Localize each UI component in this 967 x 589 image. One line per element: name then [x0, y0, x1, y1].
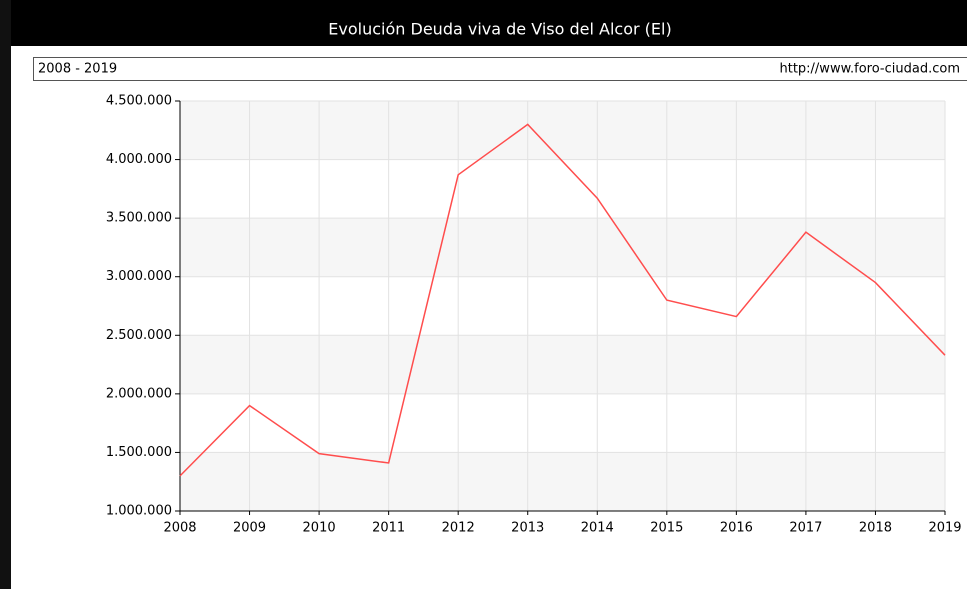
x-tick-label: 2015 [650, 521, 683, 536]
x-tick-label: 2009 [233, 521, 266, 536]
subtitle: 2008 - 2019 [38, 62, 117, 77]
data-line [179, 123, 946, 477]
y-tick-label: 2.000.000 [106, 386, 172, 401]
title-bar [0, 0, 967, 46]
y-tick-label: 2.500.000 [106, 328, 172, 343]
left-border [0, 0, 11, 589]
x-tick-label: 2011 [372, 521, 405, 536]
y-tick-label: 4.000.000 [106, 152, 172, 167]
grid-band [180, 335, 945, 394]
x-tick-label: 2019 [928, 521, 961, 536]
y-tick-label: 3.500.000 [106, 211, 172, 226]
y-tick-label: 1.000.000 [106, 504, 172, 519]
y-tick-label: 3.000.000 [106, 269, 172, 284]
x-tick-label: 2014 [581, 521, 614, 536]
y-tick-label: 1.500.000 [106, 445, 172, 460]
source: http://www.foro-ciudad.com [779, 62, 960, 77]
x-tick-label: 2013 [511, 521, 544, 536]
grid-band [180, 101, 945, 160]
x-tick-label: 2010 [303, 521, 336, 536]
y-tick-label: 4.500.000 [106, 94, 172, 109]
x-tick-label: 2012 [442, 521, 475, 536]
chart-title: Evolución Deuda viva de Viso del Alcor (… [328, 20, 671, 39]
x-tick-label: 2017 [789, 521, 822, 536]
grid-band [180, 452, 945, 511]
x-tick-label: 2008 [163, 521, 196, 536]
x-tick-label: 2018 [859, 521, 892, 536]
grid-band [180, 218, 945, 277]
x-tick-label: 2016 [720, 521, 753, 536]
info-box [33, 57, 967, 81]
